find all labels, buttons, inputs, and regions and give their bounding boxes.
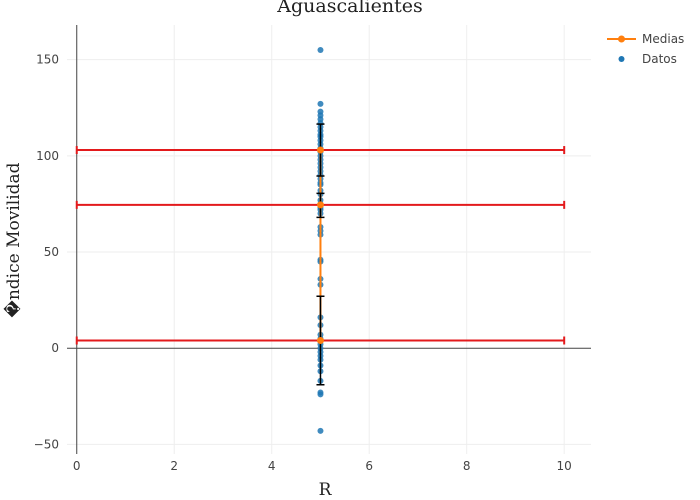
data-point	[317, 47, 324, 54]
grid-layer	[67, 25, 591, 454]
y-tick-label: 50	[44, 245, 59, 259]
data-point	[317, 427, 324, 434]
mean-point	[316, 336, 324, 344]
axes-layer	[67, 25, 591, 454]
y-tick-label: −50	[34, 437, 59, 451]
x-tick-label: 10	[557, 459, 572, 473]
means-series	[316, 123, 325, 386]
tick-labels: 0 2 4 6 8 10 −50 0 50 100 150	[34, 53, 572, 473]
x-tick-label: 8	[463, 459, 471, 473]
y-tick-label: 0	[51, 341, 59, 355]
x-tick-label: 0	[73, 459, 81, 473]
y-tick-label: 150	[36, 53, 59, 67]
legend[interactable]: Medias Datos	[607, 32, 684, 66]
y-tick-label: 100	[36, 149, 59, 163]
data-point	[317, 100, 324, 107]
x-tick-label: 4	[268, 459, 276, 473]
x-tick-label: 6	[365, 459, 373, 473]
x-axis-title: R	[319, 480, 333, 500]
mean-point	[316, 201, 324, 209]
mean-point	[316, 146, 324, 154]
legend-datos-label: Datos	[642, 52, 677, 66]
x-tick-label: 2	[170, 459, 178, 473]
legend-datos-marker	[618, 56, 625, 62]
y-axis-title: �ndice Movilidad	[3, 162, 24, 317]
legend-medias-marker	[618, 35, 625, 43]
legend-medias-label: Medias	[642, 32, 684, 46]
data-point	[317, 391, 324, 398]
chart-title: Aguascalientes	[276, 0, 422, 17]
